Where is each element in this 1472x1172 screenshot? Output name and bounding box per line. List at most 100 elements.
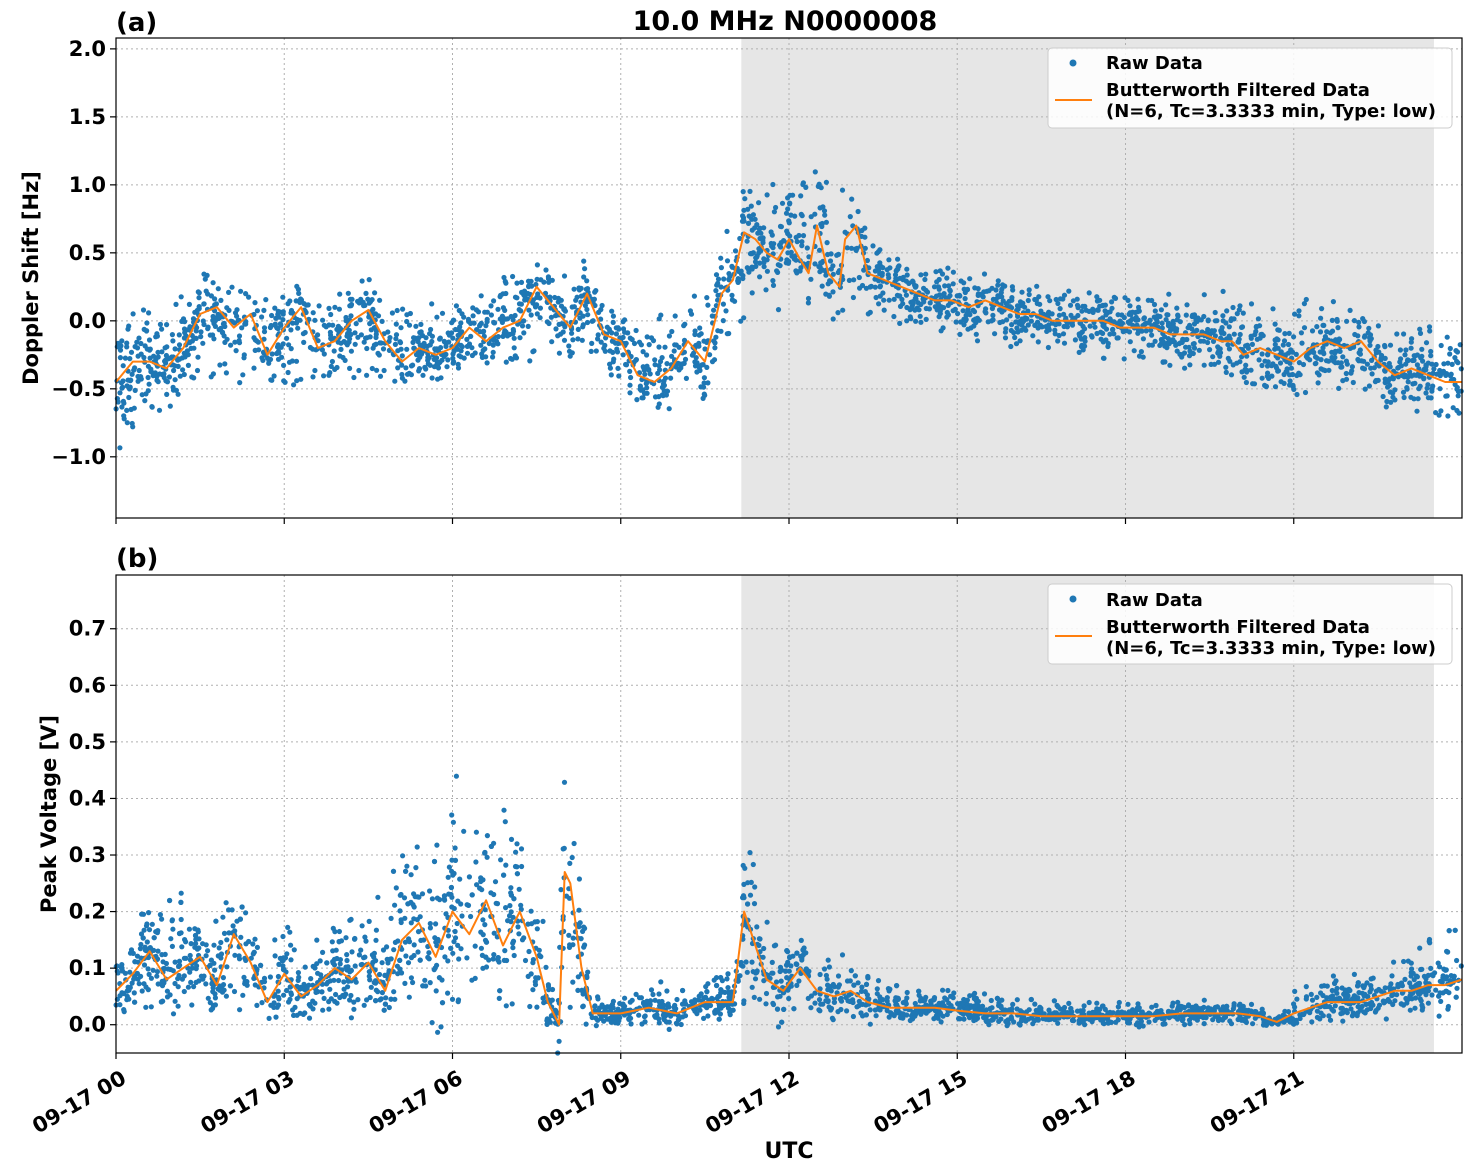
- raw-data-point: [900, 274, 906, 280]
- raw-data-point: [1121, 356, 1127, 362]
- raw-data-point: [664, 361, 670, 367]
- raw-data-point: [741, 315, 747, 321]
- raw-data-point: [138, 941, 144, 948]
- raw-data-point: [181, 371, 187, 378]
- raw-data-point: [1152, 308, 1158, 314]
- raw-data-point: [366, 300, 372, 306]
- raw-data-point: [162, 345, 168, 351]
- raw-data-point: [267, 324, 273, 331]
- raw-data-point: [700, 395, 706, 401]
- raw-data-point: [652, 394, 659, 400]
- raw-data-point: [1140, 1023, 1146, 1029]
- raw-data-point: [117, 347, 124, 353]
- raw-data-point: [1211, 361, 1218, 367]
- raw-data-point: [751, 994, 757, 1001]
- raw-data-point: [862, 245, 868, 251]
- raw-data-point: [644, 363, 650, 369]
- raw-data-point: [328, 335, 334, 342]
- raw-data-point: [295, 286, 301, 292]
- raw-data-point: [1368, 976, 1374, 982]
- raw-data-point: [705, 981, 711, 987]
- raw-data-point: [1010, 1001, 1016, 1008]
- raw-data-point: [1375, 1005, 1381, 1011]
- raw-data-point: [466, 874, 472, 880]
- raw-data-point: [226, 907, 232, 913]
- raw-data-point: [1220, 288, 1226, 294]
- raw-data-point: [981, 271, 988, 277]
- raw-data-point: [224, 964, 230, 970]
- raw-data-point: [996, 294, 1002, 300]
- raw-data-point: [543, 964, 549, 970]
- raw-data-point: [788, 212, 794, 218]
- raw-data-point: [1210, 1017, 1216, 1023]
- raw-data-point: [582, 942, 588, 948]
- raw-data-point: [1061, 311, 1067, 317]
- raw-data-point: [321, 351, 327, 357]
- raw-data-point: [217, 362, 223, 368]
- raw-data-point: [420, 372, 426, 378]
- raw-data-point: [398, 346, 404, 352]
- raw-data-point: [1312, 361, 1318, 367]
- raw-data-point: [880, 265, 886, 271]
- raw-data-point: [1265, 351, 1271, 357]
- raw-data-point: [1449, 361, 1455, 367]
- raw-data-point: [437, 897, 443, 903]
- raw-data-point: [973, 1017, 979, 1023]
- raw-data-point: [715, 328, 721, 334]
- raw-data-point: [1257, 323, 1263, 329]
- raw-data-point: [753, 255, 759, 261]
- raw-data-point: [379, 990, 385, 996]
- raw-data-point: [1401, 958, 1407, 965]
- raw-data-point: [747, 850, 753, 856]
- raw-data-point: [1175, 313, 1181, 319]
- raw-data-point: [1230, 304, 1236, 311]
- raw-data-point: [1055, 300, 1061, 307]
- raw-data-point: [1191, 1015, 1198, 1021]
- raw-data-point: [136, 981, 142, 987]
- raw-data-point: [592, 1003, 598, 1010]
- raw-data-point: [1272, 321, 1278, 327]
- raw-data-point: [855, 208, 861, 215]
- raw-data-point: [150, 373, 156, 379]
- raw-data-point: [662, 375, 669, 381]
- raw-data-point: [224, 937, 230, 943]
- raw-data-point: [242, 321, 248, 327]
- raw-data-point: [633, 991, 639, 998]
- raw-data-point: [194, 946, 200, 952]
- raw-data-point: [306, 1015, 313, 1021]
- raw-data-point: [668, 1013, 674, 1019]
- raw-data-point: [124, 340, 130, 346]
- raw-data-point: [236, 338, 242, 344]
- raw-data-point: [250, 941, 256, 947]
- raw-data-point: [1293, 351, 1299, 357]
- raw-data-point: [764, 919, 770, 925]
- raw-data-point: [126, 996, 132, 1002]
- raw-data-point: [1327, 330, 1333, 336]
- raw-data-point: [1237, 1014, 1243, 1020]
- raw-data-point: [351, 999, 357, 1005]
- raw-data-point: [275, 356, 282, 362]
- raw-data-point: [886, 275, 892, 281]
- raw-data-point: [348, 303, 354, 309]
- raw-data-point: [1414, 352, 1420, 358]
- raw-data-point: [357, 317, 363, 323]
- raw-data-point: [1296, 313, 1302, 319]
- raw-data-point: [136, 335, 142, 341]
- raw-data-point: [1025, 308, 1031, 314]
- raw-data-point: [292, 1004, 298, 1011]
- raw-data-point: [144, 921, 150, 927]
- raw-data-point: [566, 348, 573, 354]
- raw-data-point: [168, 936, 174, 942]
- raw-data-point: [1141, 315, 1147, 321]
- raw-data-point: [445, 990, 451, 996]
- raw-data-point: [904, 995, 910, 1001]
- raw-data-point: [666, 333, 673, 339]
- raw-data-point: [1287, 378, 1293, 384]
- raw-data-point: [744, 969, 750, 975]
- raw-data-point: [692, 999, 698, 1005]
- raw-data-point: [709, 313, 715, 319]
- raw-data-point: [910, 299, 916, 305]
- raw-data-point: [1260, 333, 1266, 339]
- raw-data-point: [140, 911, 147, 917]
- raw-data-point: [1224, 308, 1230, 314]
